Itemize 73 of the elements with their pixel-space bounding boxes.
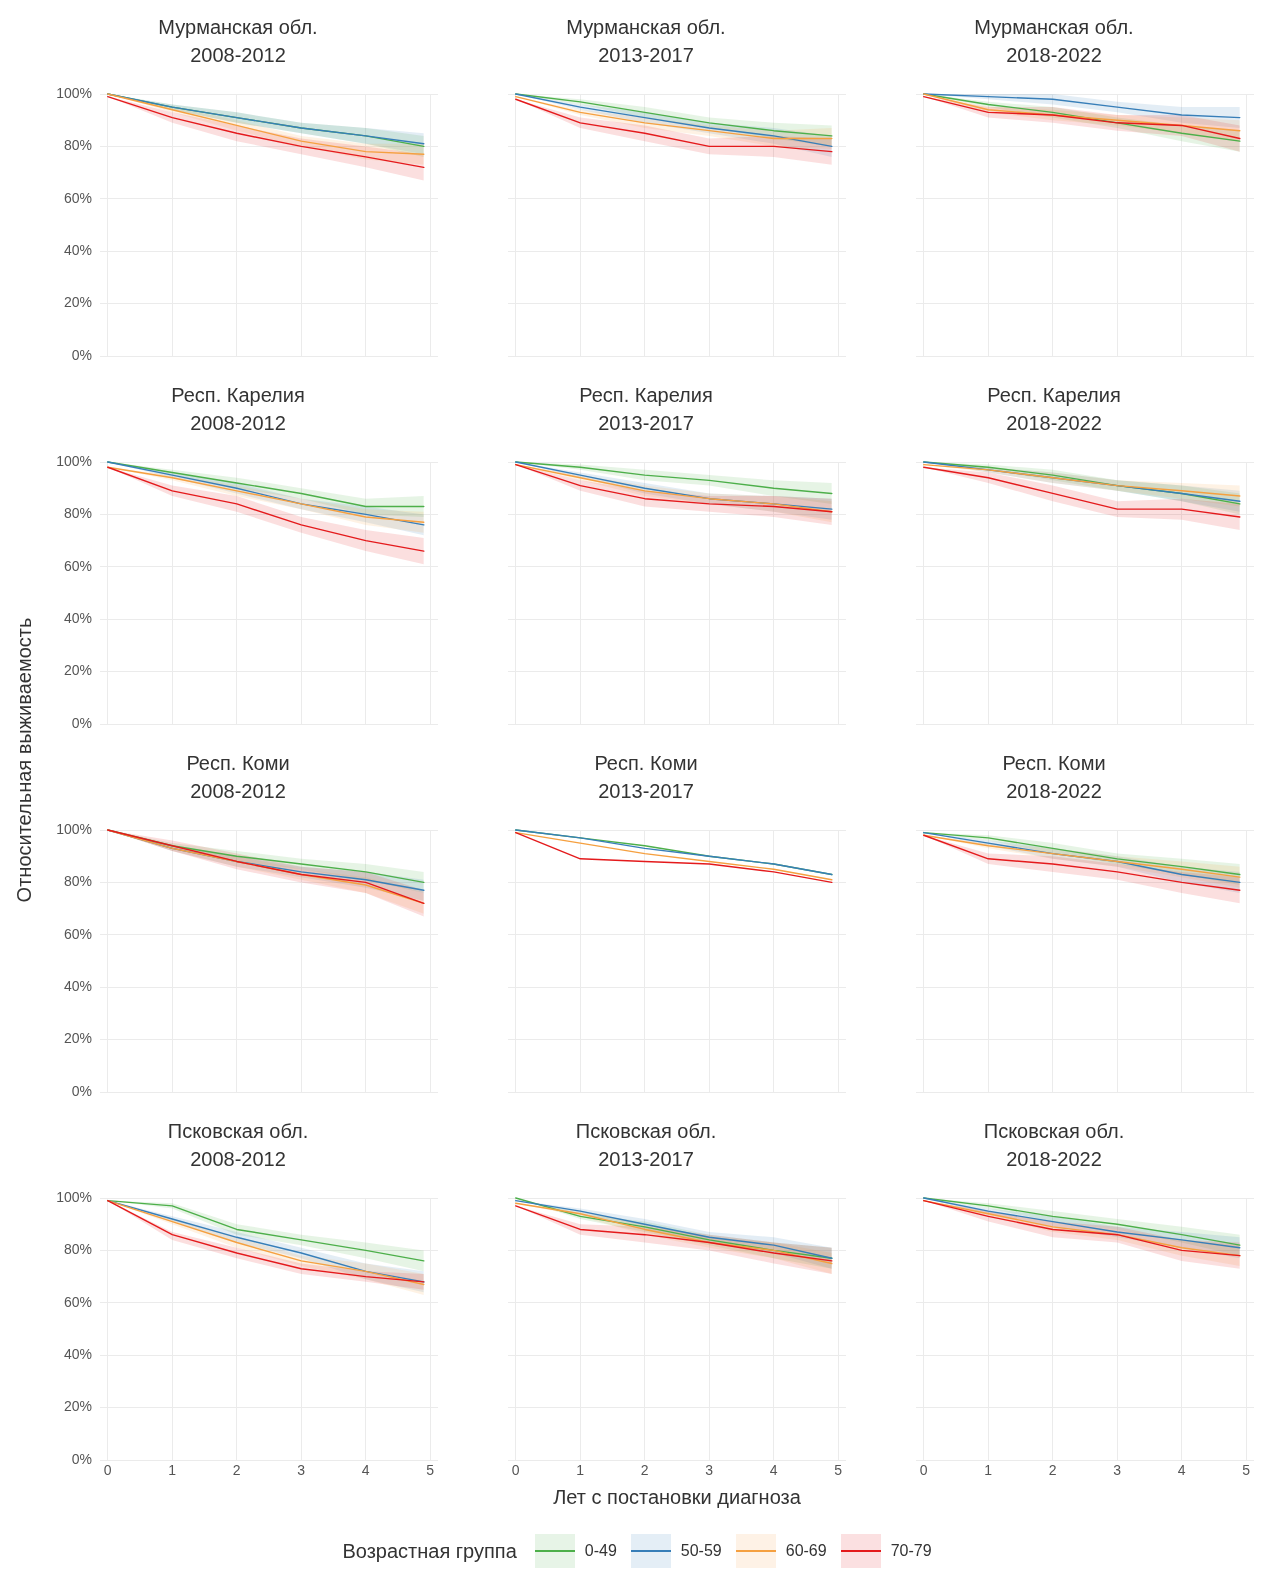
chart-subtitle: 2013-2017 [598, 1147, 694, 1170]
y-tick-label: 100% [56, 84, 92, 101]
legend-title: Возрастная группа [342, 1539, 517, 1563]
legend-label: 70-79 [890, 1542, 932, 1560]
chart-title: Респ. Коми [186, 751, 290, 774]
y-tick-label: 60% [63, 1293, 92, 1310]
x-tick-label: 3 [297, 1462, 306, 1479]
x-tick-label: 5 [426, 1462, 435, 1479]
x-tick-label: 1 [168, 1462, 177, 1479]
chart-subtitle: 2018-2022 [1006, 779, 1102, 802]
x-tick-label: 1 [576, 1462, 585, 1479]
y-axis-title: Относительная выживаемость [12, 617, 36, 903]
chart-title: Респ. Карелия [171, 383, 305, 406]
x-tick-label: 2 [1048, 1462, 1057, 1479]
y-tick-label: 60% [63, 189, 92, 206]
y-tick-label: 0% [71, 1450, 92, 1467]
x-tick-label: 1 [984, 1462, 993, 1479]
chart-subtitle: 2013-2017 [598, 779, 694, 802]
x-tick-label: 5 [834, 1462, 843, 1479]
x-tick-label: 0 [511, 1462, 520, 1479]
y-tick-label: 20% [63, 662, 92, 679]
y-tick-label: 20% [63, 294, 92, 311]
chart-title: Мурманская обл. [566, 15, 726, 38]
x-tick-label: 3 [705, 1462, 714, 1479]
legend-label: 0-49 [584, 1542, 617, 1560]
chart-title: Псковская обл. [167, 1119, 309, 1142]
chart-title: Мурманская обл. [974, 15, 1134, 38]
y-tick-label: 100% [56, 452, 92, 469]
chart-subtitle: 2008-2012 [190, 411, 286, 434]
y-tick-label: 80% [63, 873, 92, 890]
y-tick-label: 80% [63, 505, 92, 522]
y-tick-label: 20% [63, 1398, 92, 1415]
y-tick-label: 100% [56, 820, 92, 837]
x-tick-label: 5 [1242, 1462, 1251, 1479]
chart-subtitle: 2018-2022 [1006, 411, 1102, 434]
x-tick-label: 2 [232, 1462, 241, 1479]
x-tick-label: 4 [1177, 1462, 1186, 1479]
chart-subtitle: 2013-2017 [598, 411, 694, 434]
chart-title: Мурманская обл. [158, 15, 318, 38]
y-tick-label: 20% [63, 1030, 92, 1047]
legend-label: 50-59 [680, 1542, 722, 1560]
y-tick-label: 40% [63, 978, 92, 995]
chart-subtitle: 2013-2017 [598, 43, 694, 66]
chart-subtitle: 2008-2012 [190, 1147, 286, 1170]
y-tick-label: 0% [71, 346, 92, 363]
chart-title: Респ. Карелия [987, 383, 1121, 406]
x-tick-label: 0 [103, 1462, 112, 1479]
y-tick-label: 40% [63, 1346, 92, 1363]
chart-title: Псковская обл. [575, 1119, 717, 1142]
chart-title: Респ. Коми [1002, 751, 1106, 774]
x-tick-label: 4 [769, 1462, 778, 1479]
chart-subtitle: 2008-2012 [190, 43, 286, 66]
y-tick-label: 100% [56, 1188, 92, 1205]
legend-label: 60-69 [785, 1542, 827, 1560]
x-tick-label: 2 [640, 1462, 649, 1479]
y-tick-label: 80% [63, 1241, 92, 1258]
y-tick-label: 0% [71, 1082, 92, 1099]
y-tick-label: 0% [71, 714, 92, 731]
x-tick-label: 0 [919, 1462, 928, 1479]
chart-subtitle: 2008-2012 [190, 779, 286, 802]
x-tick-label: 3 [1113, 1462, 1122, 1479]
y-tick-label: 60% [63, 925, 92, 942]
y-tick-label: 40% [63, 242, 92, 259]
chart-title: Респ. Карелия [579, 383, 713, 406]
x-tick-label: 4 [361, 1462, 370, 1479]
x-axis-title: Лет с постановки диагноза [553, 1485, 802, 1508]
chart-subtitle: 2018-2022 [1006, 1147, 1102, 1170]
y-tick-label: 80% [63, 137, 92, 154]
chart-subtitle: 2018-2022 [1006, 43, 1102, 66]
chart-title: Респ. Коми [594, 751, 698, 774]
y-tick-label: 60% [63, 557, 92, 574]
y-tick-label: 40% [63, 610, 92, 627]
chart-title: Псковская обл. [983, 1119, 1125, 1142]
